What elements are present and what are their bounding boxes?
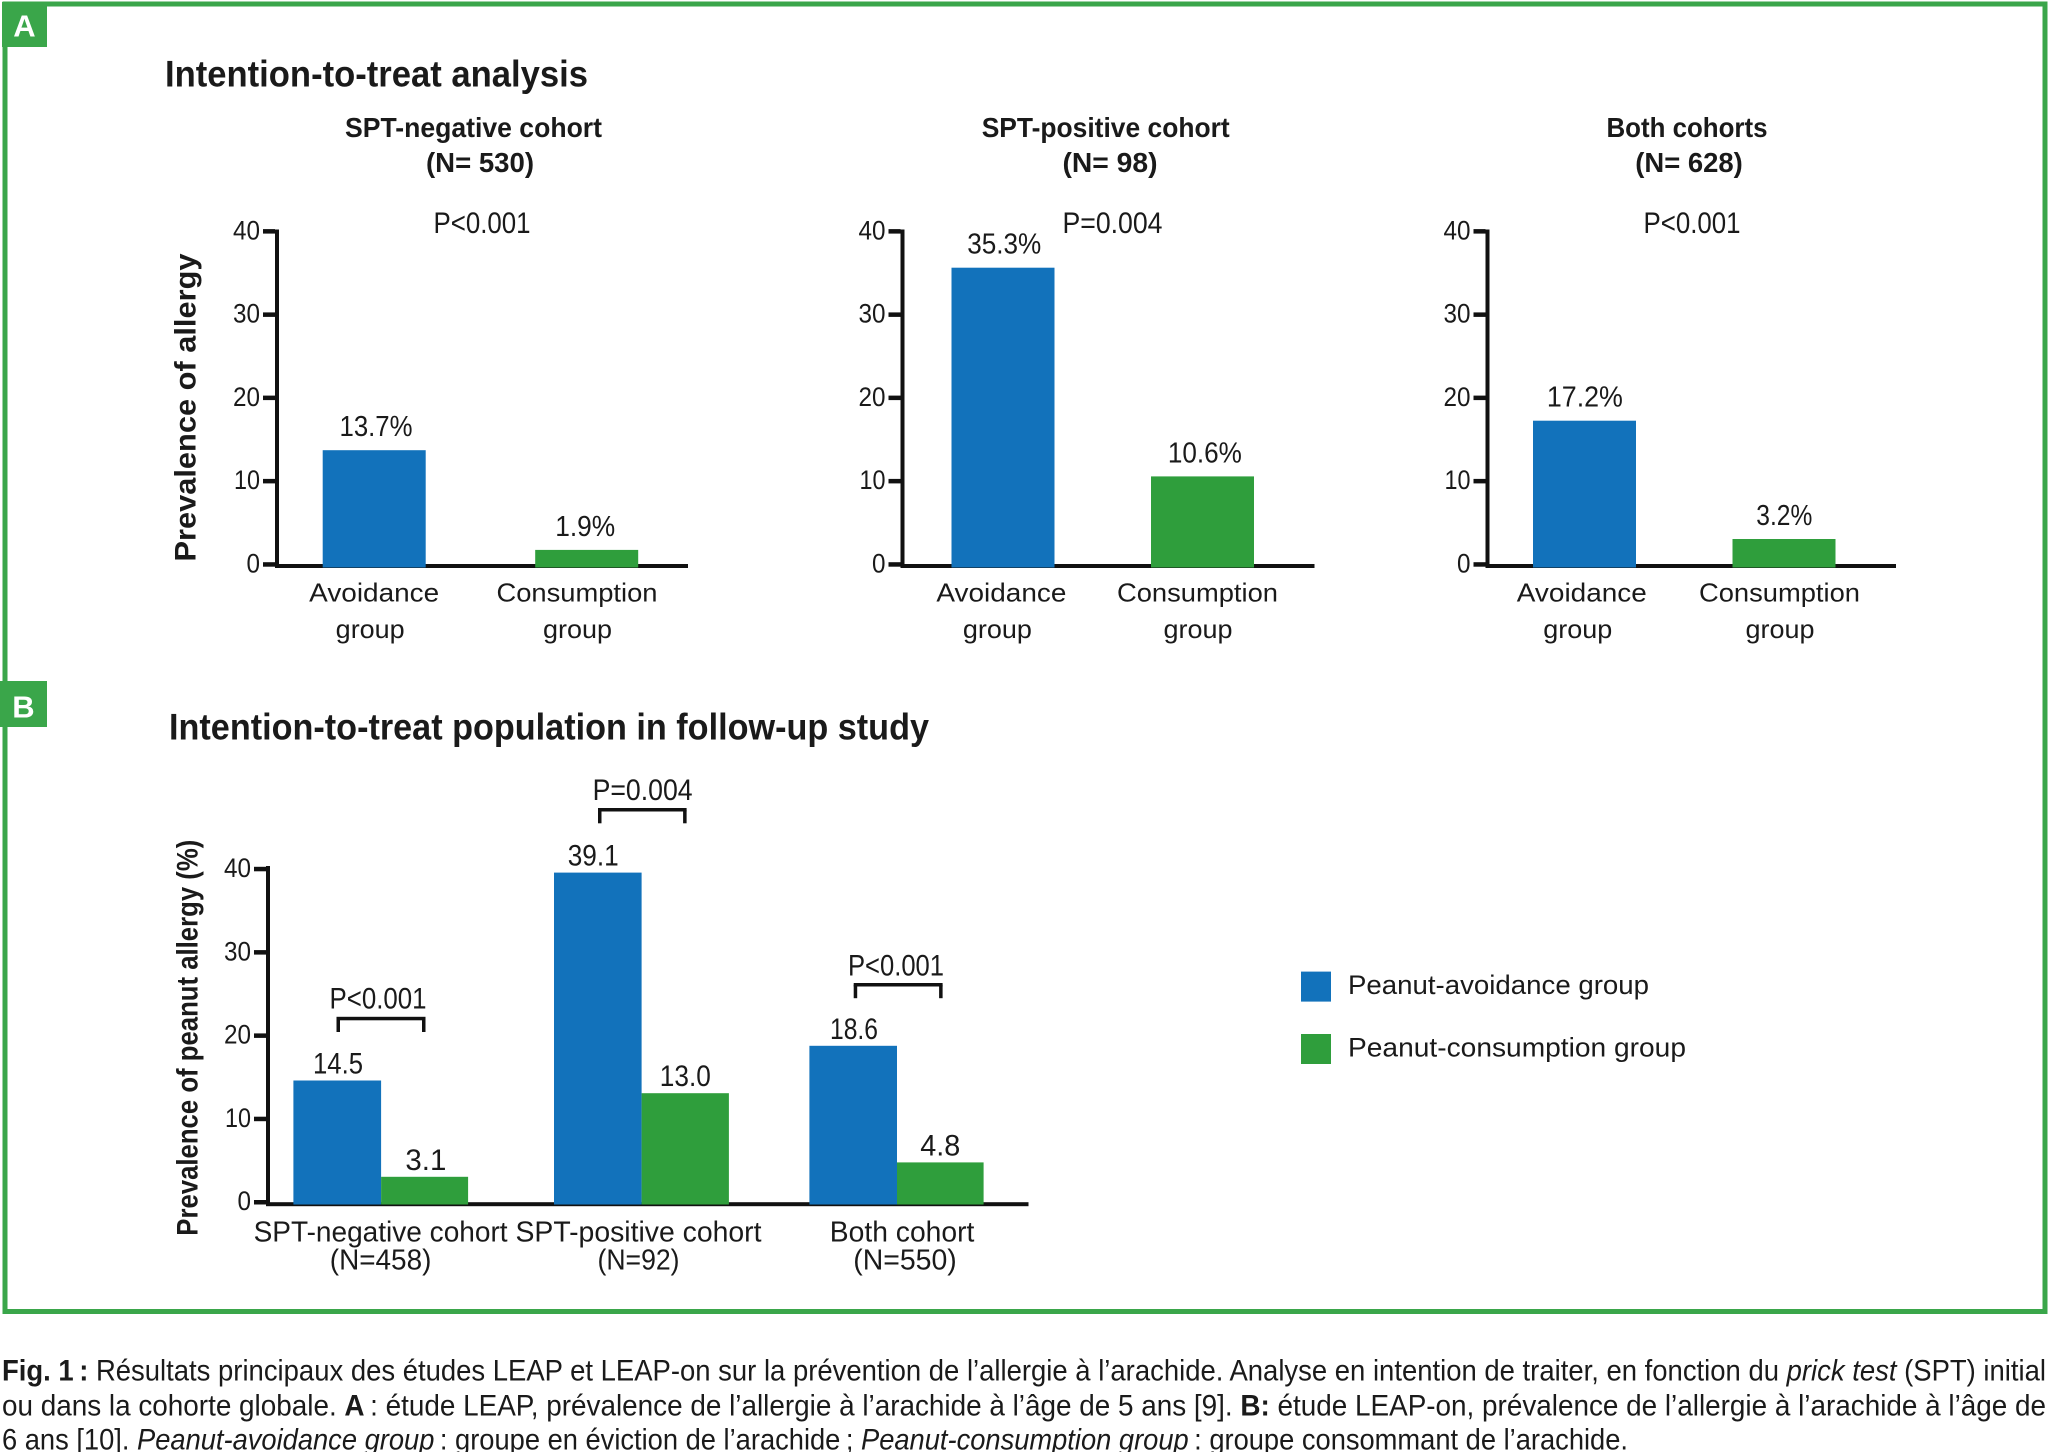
- svg-text:(N=550): (N=550): [853, 1245, 957, 1277]
- svg-text:SPT-negative cohort: SPT-negative cohort: [254, 1217, 508, 1249]
- svg-text:(N= 628): (N= 628): [1635, 147, 1743, 178]
- svg-text:Peanut-consumption group: Peanut-consumption group: [1348, 1033, 1686, 1063]
- svg-text:P<0.001: P<0.001: [848, 949, 944, 982]
- svg-text:30: 30: [233, 299, 260, 329]
- svg-text:Fig. 1 : Résultats principaux: Fig. 1 : Résultats principaux des études…: [2, 1355, 2046, 1388]
- svg-text:(N=458): (N=458): [330, 1245, 432, 1277]
- svg-text:40: 40: [859, 215, 886, 245]
- svg-text:13.0: 13.0: [660, 1060, 711, 1093]
- svg-text:14.5: 14.5: [313, 1048, 363, 1081]
- svg-text:Peanut-avoidance group: Peanut-avoidance group: [1348, 970, 1649, 1000]
- svg-text:Consumption: Consumption: [1117, 578, 1278, 608]
- svg-text:Prevalence of allergy: Prevalence of allergy: [170, 253, 203, 561]
- svg-text:group: group: [336, 614, 405, 644]
- svg-text:group: group: [1543, 614, 1612, 644]
- svg-text:Avoidance: Avoidance: [309, 578, 439, 608]
- svg-text:35.3%: 35.3%: [967, 229, 1041, 261]
- svg-text:6 ans [10]. Peanut-avoidance g: 6 ans [10]. Peanut-avoidance group : gro…: [2, 1424, 1628, 1452]
- svg-text:Prevalence of peanut allergy (: Prevalence of peanut allergy (%): [172, 840, 205, 1236]
- svg-text:20: 20: [859, 382, 886, 412]
- svg-text:10: 10: [860, 465, 886, 495]
- svg-text:17.2%: 17.2%: [1547, 382, 1623, 414]
- svg-text:A: A: [13, 9, 35, 44]
- svg-text:Intention-to-treat analysis: Intention-to-treat analysis: [165, 54, 588, 95]
- svg-text:30: 30: [224, 936, 251, 966]
- svg-text:Avoidance: Avoidance: [1517, 578, 1647, 608]
- svg-text:Intention-to-treat population: Intention-to-treat population in follow-…: [169, 707, 929, 748]
- svg-text:(N=92): (N=92): [598, 1245, 680, 1277]
- svg-text:group: group: [1164, 614, 1233, 644]
- svg-text:3.2%: 3.2%: [1756, 500, 1812, 532]
- svg-text:30: 30: [859, 299, 886, 329]
- svg-text:4.8: 4.8: [920, 1129, 960, 1162]
- svg-text:SPT-positive cohort: SPT-positive cohort: [516, 1217, 762, 1249]
- svg-text:SPT-positive cohort: SPT-positive cohort: [982, 112, 1230, 143]
- svg-text:(N= 530): (N= 530): [426, 147, 534, 178]
- svg-text:Consumption: Consumption: [1699, 578, 1860, 608]
- svg-text:ou dans la cohorte globale. A: ou dans la cohorte globale. A : étude LE…: [2, 1390, 2046, 1423]
- svg-text:Consumption: Consumption: [497, 578, 658, 608]
- svg-text:3.1: 3.1: [405, 1144, 446, 1177]
- svg-text:20: 20: [233, 382, 260, 412]
- svg-text:40: 40: [1444, 215, 1471, 245]
- svg-text:P<0.001: P<0.001: [434, 207, 531, 240]
- svg-text:40: 40: [233, 215, 260, 245]
- svg-text:0: 0: [238, 1186, 252, 1216]
- svg-text:10.6%: 10.6%: [1168, 437, 1242, 469]
- svg-text:40: 40: [224, 853, 251, 883]
- svg-text:10: 10: [225, 1103, 251, 1133]
- svg-text:10: 10: [234, 465, 260, 495]
- svg-text:group: group: [1746, 614, 1815, 644]
- svg-text:0: 0: [1457, 549, 1471, 579]
- svg-text:(N= 98): (N= 98): [1063, 147, 1158, 178]
- svg-text:Both cohort: Both cohort: [830, 1217, 975, 1249]
- svg-text:39.1: 39.1: [568, 840, 619, 873]
- svg-text:SPT-negative cohort: SPT-negative cohort: [345, 112, 602, 143]
- svg-text:18.6: 18.6: [830, 1013, 878, 1046]
- svg-text:P=0.004: P=0.004: [593, 774, 693, 807]
- svg-text:P<0.001: P<0.001: [330, 983, 427, 1016]
- svg-text:group: group: [963, 614, 1032, 644]
- svg-text:B: B: [12, 690, 34, 725]
- svg-text:30: 30: [1444, 299, 1471, 329]
- svg-text:10: 10: [1445, 465, 1471, 495]
- svg-text:20: 20: [1444, 382, 1471, 412]
- svg-text:group: group: [543, 614, 612, 644]
- svg-text:Avoidance: Avoidance: [936, 578, 1066, 608]
- svg-text:P=0.004: P=0.004: [1063, 207, 1163, 240]
- svg-text:13.7%: 13.7%: [340, 411, 413, 443]
- svg-text:Both cohorts: Both cohorts: [1607, 112, 1768, 143]
- svg-text:20: 20: [224, 1020, 251, 1050]
- svg-text:0: 0: [872, 549, 886, 579]
- svg-text:P<0.001: P<0.001: [1644, 207, 1741, 240]
- svg-text:0: 0: [247, 549, 261, 579]
- svg-text:1.9%: 1.9%: [555, 511, 615, 543]
